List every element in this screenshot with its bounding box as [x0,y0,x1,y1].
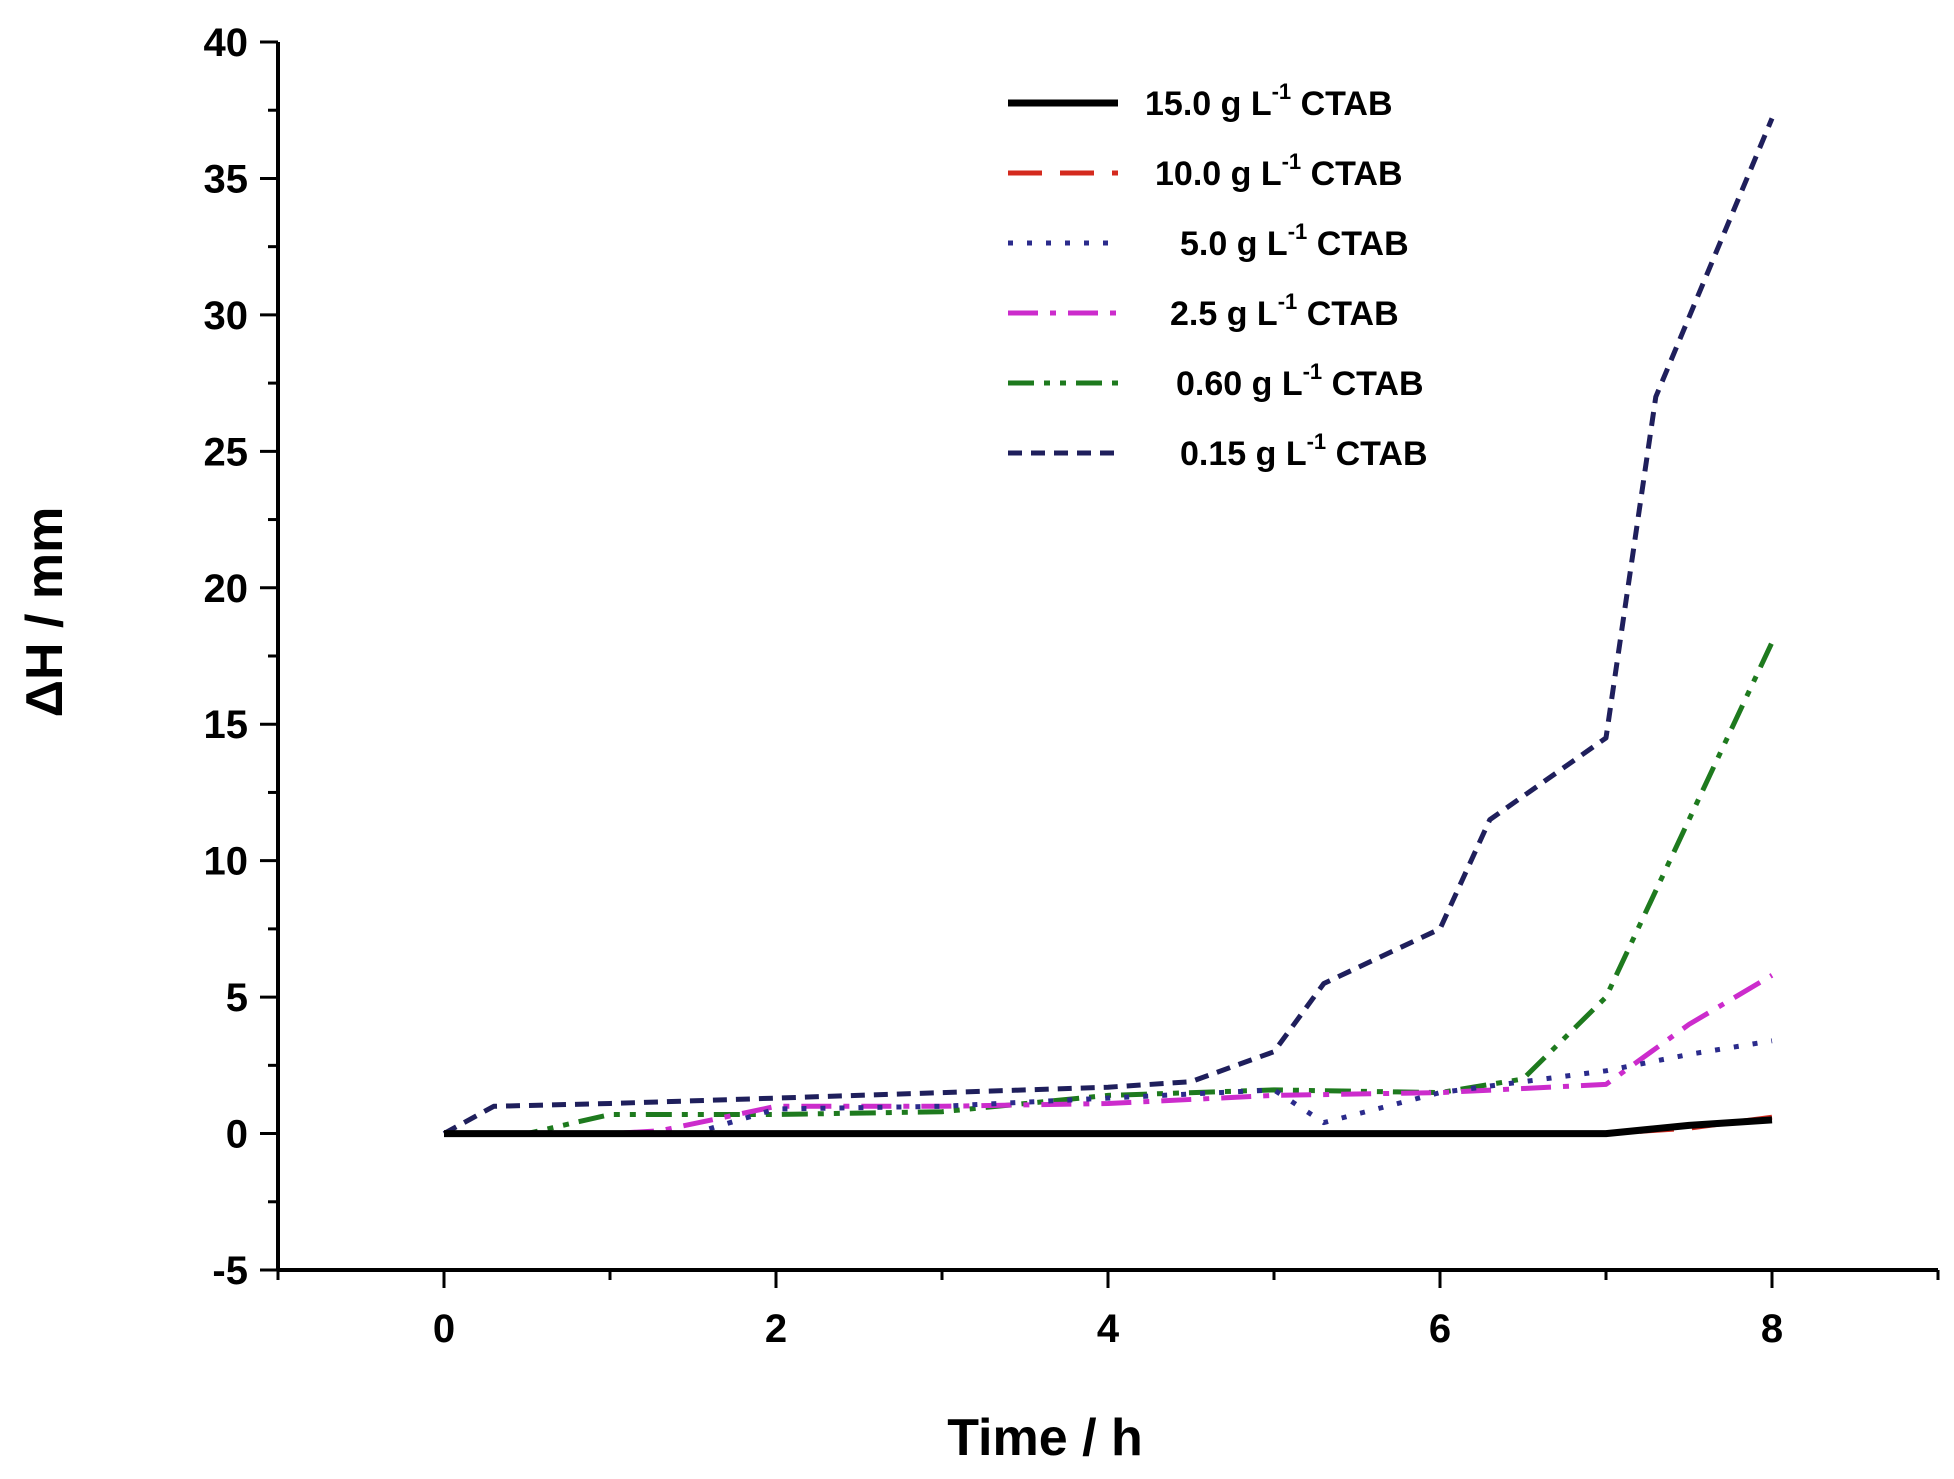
y-tick-label: 20 [204,567,249,611]
legend-label-2: 5.0 g L-1 CTAB [1180,219,1409,263]
y-tick-label: 15 [204,703,249,747]
series-line-3 [444,973,1774,1137]
series-lines [442,117,1775,1138]
y-axis-ticks: -5 0 5 10 15 20 25 30 35 40 [204,21,278,1293]
x-tick-label: 6 [1429,1307,1451,1351]
legend-label-5: 0.15 g L-1 CTAB [1180,429,1428,473]
legend-label-4: 0.60 g L-1 CTAB [1176,359,1424,403]
series-line-5 [442,117,1775,1136]
legend: 15.0 g L-1 CTAB 10.0 g L-1 CTAB 5.0 g L-1 … [1008,79,1428,473]
y-tick-label: 25 [204,430,249,474]
y-tick-label: -5 [212,1249,248,1293]
y-tick-label: 30 [204,294,249,338]
series-line-0 [444,1116,1773,1138]
x-tick-label: 4 [1097,1307,1120,1351]
x-axis-title: Time / h [947,1409,1143,1467]
legend-label-0: 15.0 g L-1 CTAB [1145,79,1393,123]
y-tick-label: 0 [226,1113,248,1157]
y-tick-label: 35 [204,157,249,201]
x-tick-label: 2 [765,1307,787,1351]
series-line-4 [444,641,1775,1137]
y-tick-label: 40 [204,21,249,65]
y-tick-label: 5 [226,976,248,1020]
legend-label-3: 2.5 g L-1 CTAB [1170,289,1399,333]
x-axis-ticks: 0 2 4 6 8 [276,1270,1940,1351]
y-tick-label: 10 [204,840,249,884]
legend-label-1: 10.0 g L-1 CTAB [1155,149,1403,193]
x-tick-label: 0 [433,1307,455,1351]
x-tick-label: 8 [1761,1307,1783,1351]
y-axis-title: ΔH / mm [16,507,74,718]
